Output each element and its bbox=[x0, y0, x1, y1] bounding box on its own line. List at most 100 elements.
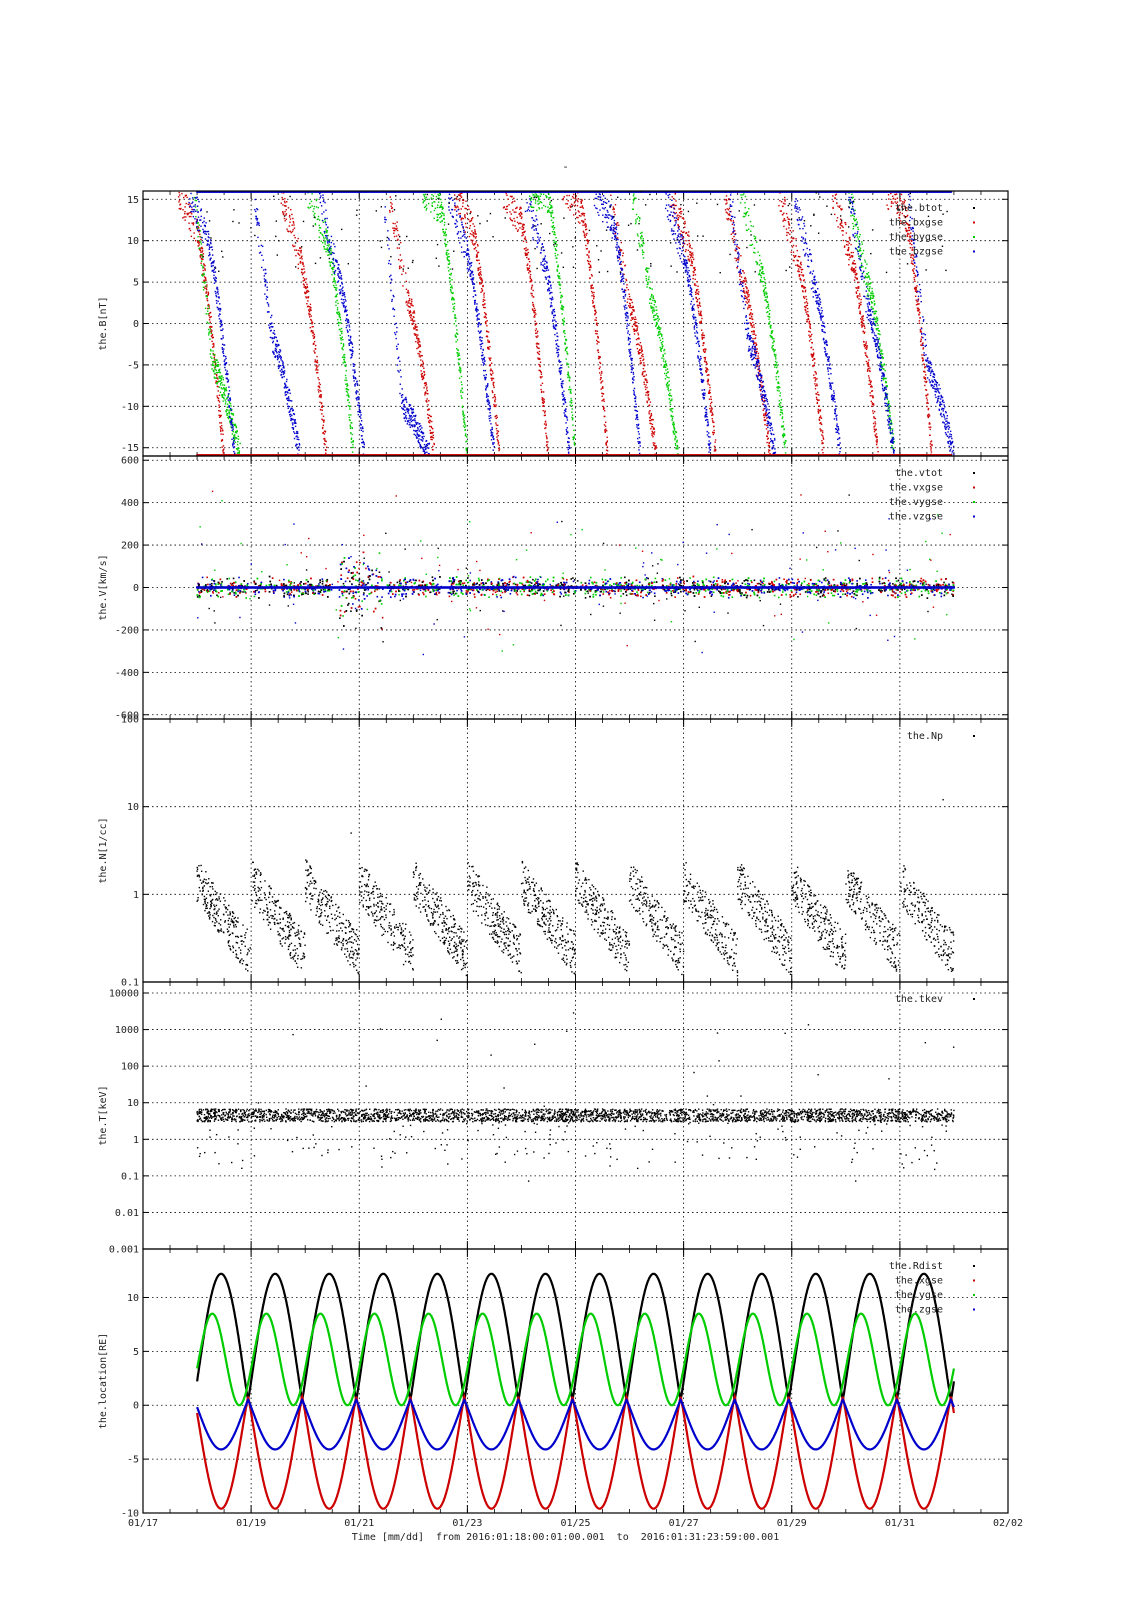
data-point bbox=[288, 411, 290, 414]
data-point bbox=[793, 256, 796, 258]
data-point bbox=[770, 332, 773, 335]
data-point bbox=[726, 208, 729, 210]
data-point bbox=[325, 446, 328, 449]
data-point bbox=[209, 330, 211, 332]
data-point bbox=[792, 259, 795, 262]
data-point bbox=[444, 242, 446, 245]
data-point bbox=[759, 269, 762, 272]
data-point bbox=[395, 235, 398, 237]
data-point bbox=[595, 319, 598, 322]
data-point bbox=[861, 241, 863, 243]
data-point bbox=[875, 318, 877, 320]
data-point bbox=[867, 367, 870, 370]
data-point bbox=[774, 349, 776, 351]
data-point bbox=[550, 206, 552, 209]
data-point bbox=[340, 342, 342, 344]
data-point bbox=[231, 433, 234, 435]
data-point bbox=[295, 254, 297, 257]
data-point bbox=[751, 318, 753, 320]
data-point bbox=[416, 326, 418, 328]
data-point bbox=[875, 428, 877, 431]
data-point bbox=[213, 344, 215, 346]
data-point bbox=[221, 338, 223, 340]
data-point bbox=[460, 395, 462, 397]
data-point bbox=[485, 313, 487, 316]
data-point bbox=[908, 233, 910, 235]
data-point bbox=[783, 432, 785, 435]
data-point bbox=[193, 237, 195, 240]
data-point bbox=[774, 356, 777, 358]
data-point bbox=[766, 306, 769, 308]
data-point bbox=[235, 426, 237, 428]
data-point bbox=[674, 437, 676, 440]
data-point bbox=[189, 229, 192, 232]
data-point bbox=[454, 334, 457, 336]
data-point bbox=[219, 391, 222, 394]
data-point bbox=[779, 411, 782, 413]
data-point bbox=[437, 219, 439, 221]
data-point bbox=[577, 221, 580, 223]
data-point bbox=[913, 276, 915, 279]
data-point bbox=[876, 436, 878, 438]
data-point bbox=[454, 206, 457, 208]
data-point bbox=[414, 334, 416, 337]
data-point bbox=[653, 299, 656, 302]
data-point bbox=[314, 223, 317, 225]
data-point bbox=[215, 369, 217, 371]
data-point bbox=[604, 431, 606, 433]
data-point bbox=[539, 192, 541, 194]
data-point bbox=[274, 347, 277, 350]
data-point bbox=[191, 206, 193, 208]
data-point bbox=[574, 205, 576, 207]
data-point bbox=[593, 295, 595, 298]
data-point bbox=[212, 352, 214, 355]
data-point bbox=[310, 309, 312, 312]
data-point bbox=[522, 240, 525, 243]
data-point bbox=[856, 234, 858, 236]
data-point bbox=[906, 209, 908, 212]
data-point bbox=[522, 227, 525, 229]
data-point bbox=[884, 396, 887, 398]
data-point bbox=[562, 324, 565, 326]
data-point bbox=[817, 408, 820, 411]
data-point bbox=[736, 266, 738, 269]
data-point bbox=[570, 203, 573, 206]
data-point bbox=[533, 316, 535, 318]
data-point bbox=[854, 219, 856, 222]
data-point bbox=[646, 271, 649, 273]
data-point bbox=[263, 280, 266, 282]
data-point bbox=[872, 293, 874, 295]
data-point bbox=[839, 222, 842, 225]
data-point bbox=[651, 423, 654, 426]
data-point bbox=[883, 363, 886, 366]
data-point bbox=[699, 305, 702, 307]
data-point bbox=[231, 413, 233, 415]
data-point bbox=[323, 238, 325, 240]
data-point bbox=[695, 297, 698, 300]
data-point bbox=[701, 334, 704, 336]
data-point bbox=[411, 319, 414, 321]
data-point bbox=[577, 210, 579, 212]
data-point bbox=[225, 389, 228, 392]
data-point bbox=[658, 318, 660, 320]
data-point bbox=[547, 210, 549, 212]
data-point bbox=[321, 413, 323, 415]
data-point bbox=[536, 194, 538, 197]
data-point bbox=[492, 372, 494, 374]
data-point bbox=[820, 430, 822, 432]
data-point bbox=[923, 376, 925, 378]
data-point bbox=[773, 338, 775, 340]
data-point bbox=[863, 325, 866, 328]
data-point bbox=[873, 404, 875, 406]
data-point bbox=[565, 203, 567, 205]
data-point bbox=[213, 277, 215, 279]
data-point bbox=[219, 307, 222, 310]
data-point bbox=[667, 371, 669, 374]
data-point bbox=[211, 326, 213, 328]
data-point bbox=[673, 426, 675, 428]
data-point bbox=[316, 359, 319, 362]
data-point bbox=[869, 392, 871, 394]
data-point bbox=[874, 429, 877, 431]
data-point bbox=[759, 279, 762, 281]
data-point bbox=[266, 311, 269, 313]
